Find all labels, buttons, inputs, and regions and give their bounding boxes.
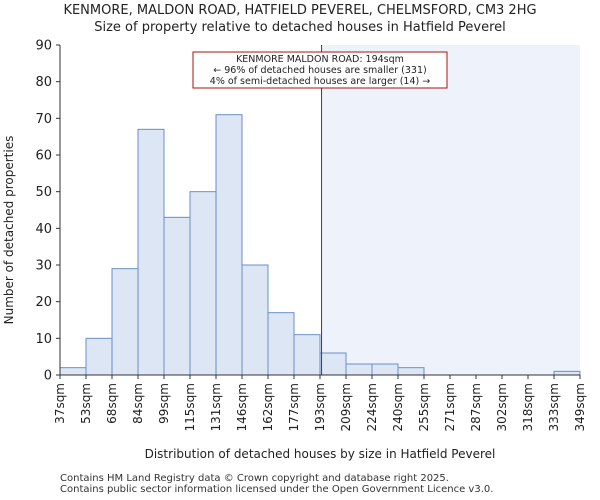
highlight-region xyxy=(321,45,580,375)
footer-line-2: Contains public sector information licen… xyxy=(60,484,494,495)
x-tick-label: 333sqm xyxy=(547,383,561,431)
annotation-line-1: KENMORE MALDON ROAD: 194sqm xyxy=(236,54,404,65)
marker-annotation: KENMORE MALDON ROAD: 194sqm ← 96% of det… xyxy=(192,51,448,89)
y-tick-label: 60 xyxy=(35,149,52,164)
x-tick-label: 193sqm xyxy=(313,383,327,431)
chart-title: KENMORE, MALDON ROAD, HATFIELD PEVEREL, … xyxy=(63,3,537,18)
bar-84sqm xyxy=(137,128,165,376)
bar-131sqm xyxy=(215,114,243,376)
x-tick-label: 224sqm xyxy=(365,383,379,431)
y-tick-label: 30 xyxy=(35,259,52,274)
bar-37sqm xyxy=(59,367,87,376)
annotation-line-2: ← 96% of detached houses are smaller (33… xyxy=(213,65,426,76)
x-tick-label: 131sqm xyxy=(209,383,223,431)
y-tick-label: 20 xyxy=(35,295,52,310)
x-tick-label: 99sqm xyxy=(157,383,171,424)
bar-53sqm xyxy=(85,337,113,376)
x-tick-label: 53sqm xyxy=(79,383,93,424)
x-tick-label: 162sqm xyxy=(261,383,275,431)
bar-162sqm xyxy=(267,312,295,376)
y-tick-label: 0 xyxy=(44,369,52,384)
x-tick-label: 302sqm xyxy=(495,383,509,431)
bar-193sqm xyxy=(319,352,347,376)
x-tick-label: 318sqm xyxy=(521,383,535,431)
x-tick-label: 349sqm xyxy=(573,383,587,431)
x-tick-label: 68sqm xyxy=(105,383,119,424)
x-tick-label: 255sqm xyxy=(417,383,431,431)
bar-115sqm xyxy=(189,191,217,376)
x-tick-label: 84sqm xyxy=(131,383,145,424)
x-tick-label: 209sqm xyxy=(339,383,353,431)
x-tick-label: 37sqm xyxy=(53,383,67,424)
y-tick-label: 50 xyxy=(35,185,52,200)
bar-209sqm xyxy=(345,363,373,376)
y-tick-label: 10 xyxy=(35,332,52,347)
footer-line-1: Contains HM Land Registry data © Crown c… xyxy=(60,473,449,484)
x-tick-label: 287sqm xyxy=(469,383,483,431)
bar-333sqm xyxy=(553,370,581,376)
y-tick-label: 80 xyxy=(35,75,52,90)
y-tick-label: 90 xyxy=(35,39,52,54)
x-tick-label: 271sqm xyxy=(443,383,457,431)
bar-99sqm xyxy=(163,216,191,376)
annotation-line-3: 4% of semi-detached houses are larger (1… xyxy=(210,76,430,87)
x-tick-label: 115sqm xyxy=(183,383,197,431)
bar-146sqm xyxy=(241,264,269,376)
x-tick-label: 177sqm xyxy=(287,383,301,431)
bar-68sqm xyxy=(111,268,139,376)
chart-subtitle: Size of property relative to detached ho… xyxy=(94,20,506,35)
x-axis-label: Distribution of detached houses by size … xyxy=(145,447,496,461)
bar-177sqm xyxy=(293,334,321,376)
x-tick-label: 146sqm xyxy=(235,383,249,431)
bar-224sqm xyxy=(371,363,399,376)
y-tick-label: 40 xyxy=(35,222,52,237)
bar-240sqm xyxy=(397,367,425,376)
y-axis-label: Number of detached properties xyxy=(2,136,16,325)
y-tick-label: 70 xyxy=(35,112,52,127)
x-tick-label: 240sqm xyxy=(391,383,405,431)
